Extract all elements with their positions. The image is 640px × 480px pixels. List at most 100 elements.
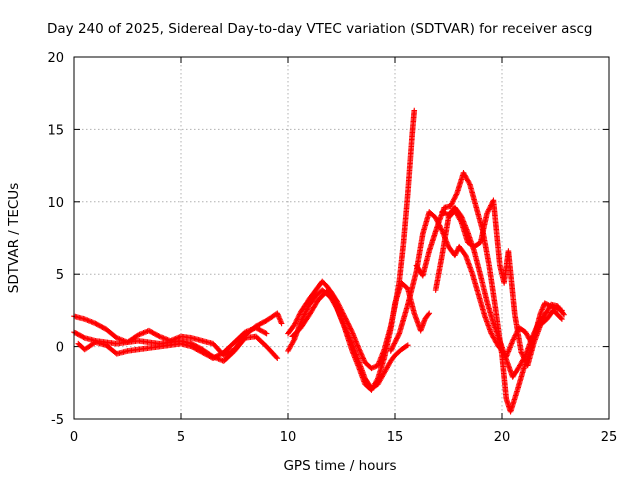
data-point-marker — [452, 252, 458, 259]
data-point-marker — [441, 210, 448, 216]
data-point-marker — [522, 353, 528, 360]
data-point-marker — [263, 330, 270, 337]
data-point-marker — [294, 315, 301, 322]
data-point-marker — [345, 320, 351, 327]
data-point-marker — [543, 300, 549, 307]
x-tick-label: 20 — [494, 430, 511, 445]
data-point-marker — [394, 334, 401, 341]
data-point-marker — [305, 304, 311, 310]
y-tick-label: 10 — [47, 196, 64, 211]
data-point-marker — [304, 306, 310, 313]
data-point-marker — [403, 343, 410, 349]
data-point-marker — [395, 332, 402, 338]
data-point-marker — [296, 311, 303, 318]
data-point-marker — [438, 226, 445, 233]
data-point-marker — [440, 209, 447, 216]
sdtvar-i — [432, 197, 565, 369]
data-point-marker — [532, 327, 539, 333]
x-axis-label: GPS time / hours — [283, 458, 396, 474]
data-point-marker — [437, 225, 444, 231]
data-point-marker — [390, 341, 397, 348]
y-tick-label: 0 — [56, 341, 64, 356]
data-point-marker — [452, 251, 459, 257]
data-point-marker — [486, 206, 492, 213]
data-point-marker — [304, 305, 311, 312]
data-point-marker — [432, 214, 439, 221]
data-point-marker — [451, 196, 457, 203]
data-point-marker — [358, 351, 365, 358]
data-point-marker — [453, 191, 460, 198]
data-point-marker — [389, 345, 395, 352]
x-tick-label: 0 — [70, 430, 78, 445]
data-point-marker — [534, 323, 541, 329]
data-point-marker — [389, 344, 396, 351]
data-point-marker — [560, 310, 567, 317]
data-point-marker — [449, 200, 455, 207]
data-point-marker — [390, 343, 396, 349]
data-point-marker — [274, 355, 281, 361]
data-point-marker — [452, 194, 458, 200]
data-point-marker — [559, 316, 565, 322]
data-point-marker — [302, 309, 309, 315]
data-point-marker — [155, 333, 162, 339]
data-point-marker — [394, 335, 400, 342]
data-point-marker — [371, 364, 377, 370]
data-point-marker — [451, 195, 458, 202]
data-point-marker — [357, 349, 364, 355]
data-point-marker — [448, 202, 455, 208]
y-tick-label: -5 — [51, 413, 64, 428]
data-point-marker — [484, 210, 490, 217]
data-point-marker — [291, 322, 298, 328]
data-points — [71, 107, 567, 415]
data-point-marker — [393, 336, 400, 343]
data-point-marker — [387, 348, 394, 354]
data-point-marker — [80, 334, 87, 341]
data-point-marker — [392, 338, 399, 344]
data-point-marker — [529, 335, 535, 341]
data-point-marker — [452, 192, 459, 199]
data-point-marker — [295, 314, 302, 320]
data-point-marker — [388, 346, 395, 353]
data-point-marker — [346, 324, 353, 330]
data-point-marker — [433, 216, 440, 222]
data-point-marker — [411, 107, 418, 114]
data-point-marker — [532, 328, 538, 335]
data-point-marker — [347, 325, 354, 332]
data-point-marker — [361, 357, 367, 363]
data-point-marker — [302, 310, 308, 317]
data-point-marker — [466, 180, 472, 186]
data-point-marker — [368, 365, 375, 372]
data-point-marker — [278, 320, 285, 327]
data-point-marker — [392, 339, 398, 346]
data-point-marker — [530, 331, 537, 337]
data-point-marker — [292, 319, 299, 326]
axis-ticks: 0 5 10 15 20 25 -5 0 5 10 15 20 — [47, 51, 617, 445]
sdtvar-f — [289, 280, 433, 393]
data-point-marker — [405, 342, 411, 348]
x-tick-label: 10 — [280, 430, 297, 445]
y-axis-label: SDTVAR / TECUs — [6, 183, 22, 293]
y-tick-label: 5 — [56, 268, 64, 283]
data-point-marker — [294, 316, 300, 323]
data-point-marker — [486, 205, 493, 211]
data-point-marker — [292, 320, 298, 327]
data-point-marker — [518, 349, 525, 356]
sdtvar-d — [285, 107, 418, 372]
data-point-marker — [542, 300, 548, 306]
data-point-marker — [348, 328, 355, 334]
data-point-marker — [509, 338, 516, 344]
data-point-marker — [360, 355, 367, 362]
data-point-marker — [391, 340, 398, 347]
sdtvar-h — [413, 170, 565, 415]
data-point-marker — [348, 326, 354, 333]
data-point-marker — [369, 364, 376, 371]
x-tick-label: 5 — [177, 430, 185, 445]
y-tick-label: 20 — [47, 51, 64, 66]
data-point-marker — [293, 318, 300, 324]
data-point-marker — [355, 345, 362, 351]
data-point-marker — [426, 310, 433, 317]
data-point-marker — [344, 319, 351, 325]
data-point-marker — [533, 324, 540, 331]
data-point-marker — [296, 312, 302, 319]
